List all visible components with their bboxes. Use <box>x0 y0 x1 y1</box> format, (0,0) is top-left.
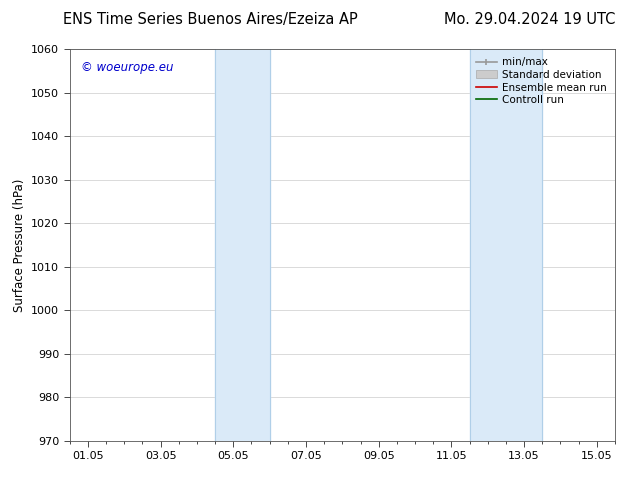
Text: © woeurope.eu: © woeurope.eu <box>81 61 173 74</box>
Text: ENS Time Series Buenos Aires/Ezeiza AP: ENS Time Series Buenos Aires/Ezeiza AP <box>63 12 358 27</box>
Legend: min/max, Standard deviation, Ensemble mean run, Controll run: min/max, Standard deviation, Ensemble me… <box>473 54 610 108</box>
Bar <box>215 49 269 441</box>
Text: Mo. 29.04.2024 19 UTC: Mo. 29.04.2024 19 UTC <box>444 12 615 27</box>
Bar <box>470 49 542 441</box>
Y-axis label: Surface Pressure (hPa): Surface Pressure (hPa) <box>13 178 25 312</box>
